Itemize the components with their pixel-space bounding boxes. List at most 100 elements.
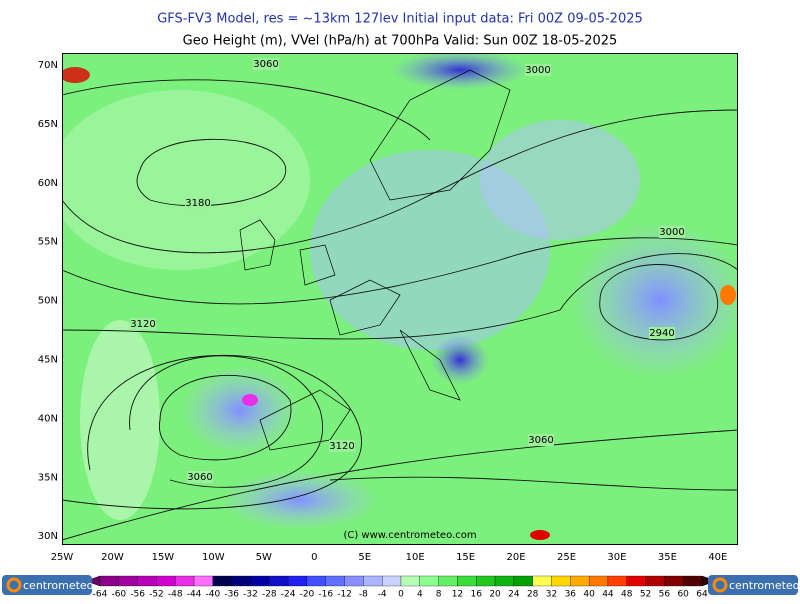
contour-label: 3120	[329, 441, 354, 452]
colorbar-swatch	[212, 575, 232, 587]
contour-label-bg	[649, 327, 675, 339]
colorbar-label: 8	[436, 590, 442, 600]
title-line-1: GFS-FV3 Model, res = ~13km 127lev Initia…	[157, 12, 643, 27]
contour-label: 3180	[185, 198, 210, 209]
colorbar-swatch	[551, 575, 571, 587]
longitude-label: 10E	[406, 552, 425, 563]
latitude-label: 60N	[38, 178, 58, 189]
latitude-label: 30N	[38, 531, 58, 542]
contour-label-bg	[130, 318, 156, 330]
logo-text: centrometeo	[23, 579, 94, 592]
colorbar-label: -40	[206, 590, 221, 600]
title-line-2: Geo Height (m), VVel (hPa/h) at 700hPa V…	[183, 34, 618, 49]
colorbar-swatch	[400, 575, 420, 587]
colorbar-label: -64	[93, 590, 108, 600]
colorbar-label: -8	[359, 590, 368, 600]
map-field	[62, 53, 738, 545]
longitude-label: 10W	[202, 552, 225, 563]
logo-mark	[6, 577, 22, 593]
contour-label-bg	[528, 434, 554, 446]
colorbar-label: 12	[452, 590, 463, 600]
colorbar-label: 20	[489, 590, 501, 600]
colorbar-label: -44	[187, 590, 202, 600]
logo-box	[708, 575, 798, 595]
contour-label-bg	[185, 197, 211, 209]
colorbar-label: 36	[565, 590, 577, 600]
latitude-label: 50N	[38, 296, 58, 307]
longitude-label: 5W	[256, 552, 272, 563]
colorbar-swatch	[231, 575, 251, 587]
colorbar-label: 32	[546, 590, 557, 600]
longitude-label: 30E	[607, 552, 626, 563]
colorbar-label: 64	[696, 590, 708, 600]
colorbar-label: 60	[677, 590, 689, 600]
latitude-label: 55N	[38, 237, 58, 248]
colorbar-label: -12	[337, 590, 352, 600]
colorbar-label: -52	[149, 590, 164, 600]
colorbar-label: -48	[168, 590, 183, 600]
latitude-label: 35N	[38, 472, 58, 483]
colorbar-label: 24	[508, 590, 520, 600]
colorbar-swatch	[250, 575, 270, 587]
colorbar-swatch	[683, 575, 703, 587]
contour-label: 3060	[528, 435, 553, 446]
contour-label: 3000	[659, 227, 684, 238]
colorbar-swatch	[363, 575, 383, 587]
colorbar-label: -32	[243, 590, 258, 600]
latitude-label: 45N	[38, 355, 58, 366]
colorbar-swatch	[99, 575, 119, 587]
longitude-label: 15W	[152, 552, 175, 563]
colorbar-swatch	[287, 575, 308, 587]
colorbar-swatch	[137, 575, 157, 587]
colorbar-swatch	[175, 575, 195, 587]
colorbar-label: 56	[659, 590, 671, 600]
colorbar-swatch	[494, 575, 515, 587]
latitude-label: 40N	[38, 413, 58, 424]
colorbar-swatch	[382, 575, 402, 587]
colorbar-swatch	[344, 575, 364, 587]
colorbar-label: 48	[621, 590, 633, 600]
contour-label-bg	[659, 226, 685, 238]
colorbar-swatch	[118, 575, 138, 587]
colorbar-swatch	[607, 575, 627, 587]
colorbar-label: 28	[527, 590, 539, 600]
colorbar-swatch	[325, 575, 345, 587]
colorbar-swatch	[193, 575, 214, 587]
colorbar-swatch	[626, 575, 646, 587]
colorbar-label: -20	[300, 590, 315, 600]
longitude-label: 15E	[456, 552, 475, 563]
colorbar-label: 44	[602, 590, 614, 600]
colorbar-label: 52	[640, 590, 651, 600]
colorbar-swatch	[664, 575, 684, 587]
colorbar-swatch	[513, 575, 533, 587]
contour-label: 3060	[253, 59, 278, 70]
colorbar-swatch	[419, 575, 439, 587]
colorbar-label: -28	[262, 590, 277, 600]
contour-label-bg	[329, 440, 355, 452]
colorbar-label: -16	[318, 590, 333, 600]
colorbar-swatch	[645, 575, 665, 587]
longitude-label: 5E	[358, 552, 371, 563]
contour-label-bg	[187, 471, 213, 483]
latitude-label: 70N	[38, 60, 58, 71]
longitude-label: 25E	[557, 552, 576, 563]
longitude-label: 20E	[507, 552, 526, 563]
colorbar-label: 4	[417, 590, 423, 600]
colorbar-label: 16	[471, 590, 483, 600]
colorbar-label: -36	[224, 590, 239, 600]
colorbar-swatch	[457, 575, 477, 587]
logo-text: centrometeo	[729, 579, 800, 592]
logo-box	[2, 575, 92, 595]
colorbar-swatch	[476, 575, 496, 587]
longitude-label: 0	[311, 552, 317, 563]
contour-label: 2940	[649, 328, 674, 339]
longitude-label: 20W	[101, 552, 124, 563]
contour-label: 3060	[187, 472, 212, 483]
logo-mark	[712, 577, 728, 593]
longitude-label: 40E	[708, 552, 727, 563]
colorbar-swatch	[570, 575, 590, 587]
colorbar-swatch	[438, 575, 458, 587]
colorbar-label: -4	[378, 590, 387, 600]
contour-label-bg	[525, 64, 551, 76]
